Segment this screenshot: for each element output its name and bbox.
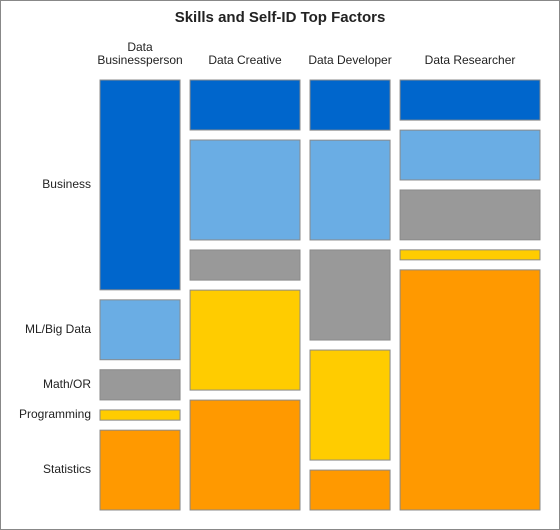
mosaic-cell (189, 139, 301, 241)
row-label: Statistics (43, 462, 91, 476)
mosaic-cell (309, 349, 391, 461)
mosaic-cell (99, 409, 181, 421)
mosaic-cell (99, 299, 181, 361)
mosaic-cell (399, 189, 541, 241)
mosaic-cell (399, 249, 541, 261)
mosaic-cell (309, 249, 391, 341)
column-label: Data Developer (308, 53, 392, 67)
mosaic-cell (189, 79, 301, 131)
mosaic-cell (99, 369, 181, 401)
mosaic-cell (399, 129, 541, 181)
mosaic-cell (309, 79, 391, 131)
mosaic-cell (189, 399, 301, 511)
chart-title: Skills and Self-ID Top Factors (174, 9, 386, 26)
mosaic-cell (189, 249, 301, 281)
column-label: Data Businessperson (97, 40, 183, 67)
column-label: Data Creative (208, 53, 282, 67)
row-label: Programming (19, 407, 91, 421)
row-label: Math/OR (43, 377, 91, 391)
row-label: ML/Big Data (25, 322, 91, 336)
mosaic-cell (399, 269, 541, 511)
mosaic-cell (189, 289, 301, 391)
mosaic-cell (399, 79, 541, 121)
mosaic-cell (309, 139, 391, 241)
mosaic-cell (309, 469, 391, 511)
column-label: Data Researcher (424, 53, 516, 67)
mosaic-cell (99, 429, 181, 511)
row-label: Business (42, 177, 91, 191)
mosaic-cell (99, 79, 181, 291)
